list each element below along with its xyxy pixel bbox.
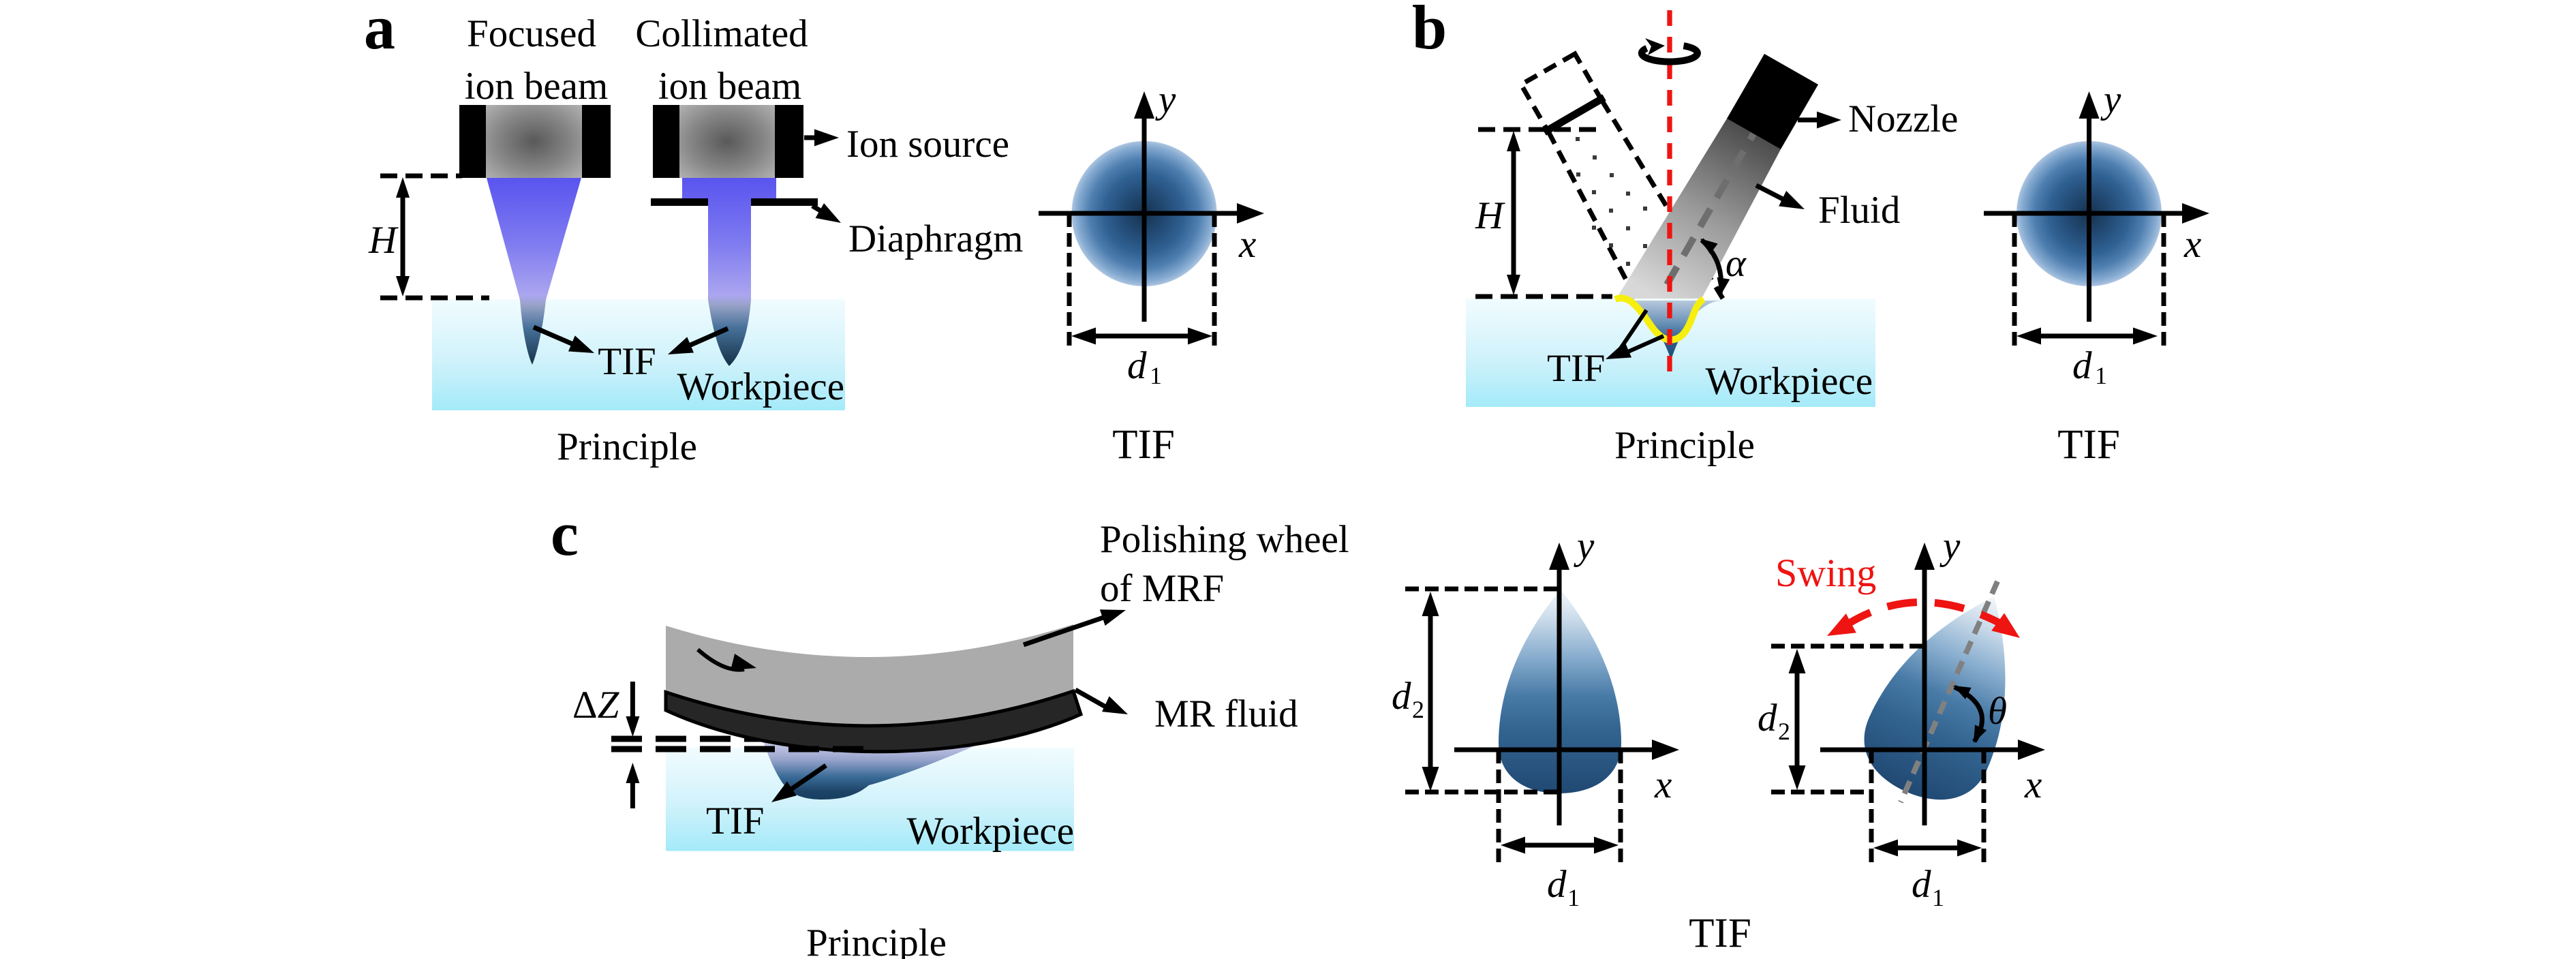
svg-text:d: d — [2072, 344, 2092, 387]
svg-text:Focused: Focused — [467, 12, 596, 55]
svg-text:Swing: Swing — [1775, 551, 1876, 595]
svg-text:2: 2 — [1778, 718, 1790, 745]
svg-text:Workpiece: Workpiece — [907, 810, 1074, 853]
svg-text:Nozzle: Nozzle — [1848, 97, 1958, 140]
svg-text:Ion source: Ion source — [846, 123, 1009, 166]
svg-text:1: 1 — [1567, 884, 1580, 911]
svg-text:a: a — [364, 0, 395, 62]
svg-text:Workpiece: Workpiece — [677, 365, 844, 408]
svg-text:2: 2 — [1412, 696, 1424, 723]
svg-text:Fluid: Fluid — [1818, 189, 1900, 232]
svg-text:x: x — [2024, 763, 2042, 806]
svg-text:θ: θ — [1988, 690, 2007, 733]
svg-text:Polishing wheel: Polishing wheel — [1100, 518, 1349, 561]
svg-text:x: x — [1654, 763, 1672, 806]
svg-text:Principle: Principle — [806, 922, 947, 959]
svg-text:TIF: TIF — [598, 340, 656, 383]
svg-text:of MRF: of MRF — [1100, 567, 1224, 610]
svg-text:α: α — [1726, 242, 1747, 285]
svg-text:x: x — [2183, 223, 2201, 266]
svg-text:TIF: TIF — [1112, 422, 1175, 468]
svg-text:H: H — [1475, 194, 1505, 237]
svg-text:y: y — [1155, 78, 1176, 121]
svg-text:Principle: Principle — [557, 425, 697, 468]
svg-text:y: y — [2100, 78, 2121, 121]
svg-text:1: 1 — [1150, 362, 1162, 389]
svg-text:c: c — [551, 499, 579, 568]
svg-text:d: d — [1547, 863, 1567, 906]
svg-text:d: d — [1127, 344, 1147, 387]
svg-text:x: x — [1238, 223, 1256, 266]
svg-text:TIF: TIF — [1547, 347, 1606, 390]
svg-text:H: H — [368, 219, 399, 262]
svg-text:ΔZ: ΔZ — [572, 684, 620, 727]
svg-text:y: y — [1574, 525, 1595, 568]
svg-text:MR fluid: MR fluid — [1154, 692, 1298, 735]
svg-text:b: b — [1412, 0, 1447, 62]
svg-text:1: 1 — [1932, 884, 1944, 911]
svg-text:d: d — [1758, 697, 1777, 740]
svg-text:d: d — [1912, 863, 1931, 906]
svg-text:y: y — [1939, 525, 1961, 568]
svg-text:Workpiece: Workpiece — [1706, 360, 1873, 403]
svg-text:ion beam: ion beam — [465, 65, 609, 108]
svg-text:TIF: TIF — [706, 800, 765, 842]
svg-text:TIF: TIF — [1689, 911, 1751, 956]
svg-text:Collimated: Collimated — [635, 12, 808, 55]
svg-text:Diaphragm: Diaphragm — [848, 217, 1023, 260]
svg-text:TIF: TIF — [2057, 422, 2120, 468]
svg-text:ion beam: ion beam — [658, 65, 802, 108]
svg-text:Principle: Principle — [1614, 424, 1755, 467]
svg-text:1: 1 — [2095, 362, 2107, 389]
svg-text:d: d — [1392, 675, 1411, 718]
